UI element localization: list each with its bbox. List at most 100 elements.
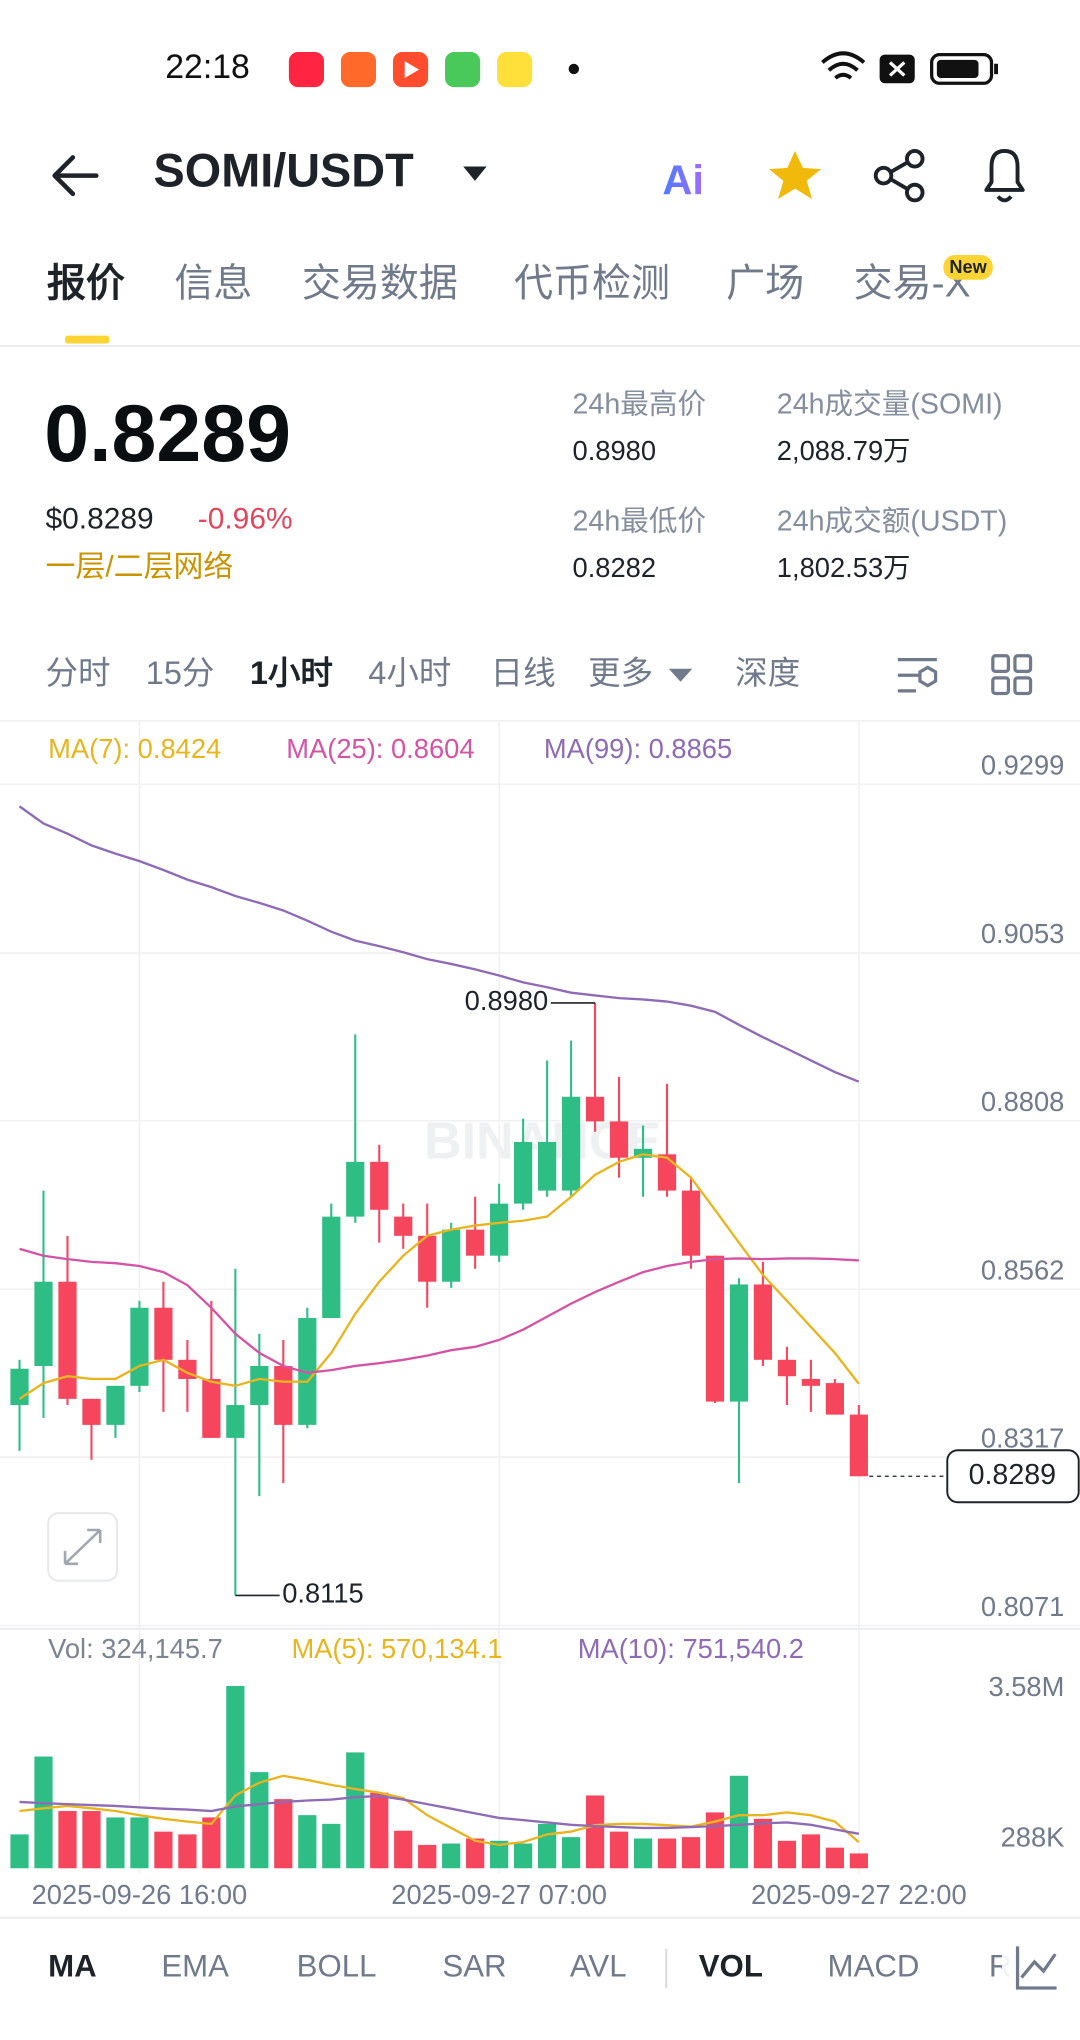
interval-tab[interactable]: 深度 xyxy=(735,655,800,691)
volume-ma-line xyxy=(19,1794,860,1835)
interval-tab[interactable]: 更多 xyxy=(588,655,653,691)
indicator-tab[interactable]: BOLL xyxy=(297,1949,377,1984)
tab[interactable]: 广场 xyxy=(726,263,804,306)
price-change: -0.96% xyxy=(198,502,293,535)
interval-tab[interactable]: 1小时 xyxy=(250,655,333,691)
interval-tab[interactable]: 日线 xyxy=(491,655,556,691)
more-caret[interactable] xyxy=(668,668,693,682)
candle-body xyxy=(514,1141,533,1204)
candle-body xyxy=(442,1229,461,1282)
volume-bar xyxy=(154,1831,173,1869)
last-price-box xyxy=(946,1449,1080,1504)
volume-tick-label: 3.58M xyxy=(988,1671,1064,1702)
back-button[interactable] xyxy=(52,155,99,197)
usd-price: $0.8289 xyxy=(46,502,154,535)
interval-tab[interactable]: 分时 xyxy=(46,655,111,691)
candle-body xyxy=(705,1255,725,1402)
layout-button[interactable] xyxy=(991,654,1033,696)
candle-body xyxy=(34,1281,53,1366)
volume-bar xyxy=(825,1847,844,1869)
pair-dropdown[interactable] xyxy=(463,166,487,181)
interval-tab[interactable]: 15分 xyxy=(146,655,215,691)
volume-bar xyxy=(130,1817,149,1869)
candle-body xyxy=(346,1161,365,1217)
last-price: 0.8289 xyxy=(44,389,291,479)
chart-settings-button[interactable] xyxy=(897,657,938,693)
candle-body xyxy=(250,1365,269,1406)
stat-value: 0.8282 xyxy=(573,552,657,583)
volume-legend: Vol: 324,145.7 xyxy=(48,1633,223,1664)
ma-line xyxy=(18,1153,860,1400)
chart-type-button[interactable] xyxy=(1015,1946,1057,1990)
sector-tag[interactable]: 一层/二层网络 xyxy=(46,550,234,583)
indicator-tab[interactable]: MA xyxy=(48,1949,97,1984)
stats: 24h最高价 0.8980 24h成交量(SOMI) 2,088.79万 24h最低价 0… xyxy=(573,388,1008,583)
indicator-tab[interactable]: SAR xyxy=(442,1949,506,1984)
volume-bar xyxy=(418,1844,437,1869)
volume-bar xyxy=(633,1838,653,1869)
indicator-tab[interactable]: EMA xyxy=(161,1949,229,1984)
volume-bar xyxy=(226,1686,245,1869)
candle-body xyxy=(10,1368,29,1406)
y-tick-label: 0.9053 xyxy=(981,918,1065,949)
volume-bar xyxy=(82,1811,101,1869)
y-tick-label: 0.8562 xyxy=(981,1255,1065,1286)
candle-body xyxy=(466,1229,485,1256)
y-tick-label: 0.9299 xyxy=(981,750,1065,781)
tab[interactable]: 交易数据 xyxy=(302,263,458,306)
volume-bar xyxy=(777,1840,797,1869)
volume-bar xyxy=(10,1834,29,1869)
stat-value: 0.8980 xyxy=(573,435,657,466)
x-tick-label: 2025-09-26 16:00 xyxy=(32,1879,248,1910)
status-time: 22:18 xyxy=(165,48,250,86)
last-price-label: 0.8289 xyxy=(969,1459,1057,1491)
candle-body xyxy=(370,1161,389,1210)
indicator-tab[interactable]: AVL xyxy=(570,1949,627,1984)
candle-body xyxy=(82,1398,101,1425)
favorite-button[interactable] xyxy=(769,150,822,200)
legend-entry: MA(10): 751,540.2 xyxy=(578,1633,804,1664)
indicator-bar: MA EMA BOLL SAR AVL VOL MACD R xyxy=(48,1949,1011,1984)
volume-bar xyxy=(561,1837,581,1869)
candle-body xyxy=(609,1121,629,1158)
high-label: 0.8980 xyxy=(465,985,549,1016)
interval-tab[interactable]: 4小时 xyxy=(368,655,451,691)
candle-body xyxy=(537,1141,557,1191)
volume-bar xyxy=(442,1843,461,1869)
low-label: 0.8115 xyxy=(282,1578,364,1609)
candle-body xyxy=(681,1190,701,1256)
alert-button[interactable] xyxy=(984,148,1025,203)
ai-button[interactable]: Ai xyxy=(662,156,704,203)
candle-body xyxy=(394,1216,413,1236)
expand-button[interactable] xyxy=(47,1512,119,1582)
stat-label: 24h成交额(USDT) xyxy=(777,506,1008,538)
candle-body xyxy=(777,1359,797,1377)
indicator-tab[interactable]: VOL xyxy=(699,1949,763,1984)
tab[interactable]: 报价 xyxy=(47,263,125,306)
indicator-tab[interactable]: MACD xyxy=(828,1949,920,1984)
candle-body xyxy=(729,1284,749,1402)
status-system-icons xyxy=(821,51,999,85)
candle-body xyxy=(274,1365,293,1425)
candle-body xyxy=(561,1096,581,1191)
ma-line xyxy=(18,805,860,1083)
pair-title[interactable]: SOMI/USDT xyxy=(154,145,415,197)
candle-body xyxy=(130,1307,149,1386)
volume-bar xyxy=(250,1772,269,1869)
kline-chart: 0.9299 0.9053 0.8808 0.8562 0.8317 0.8071 2025… xyxy=(0,722,1080,1910)
interval-bar: 分时 15分 1小时 4小时 日线 更多 深度 xyxy=(46,655,801,691)
volume-bar xyxy=(106,1817,125,1869)
tab[interactable]: 信息 xyxy=(174,263,252,306)
candle-body xyxy=(849,1414,868,1477)
volume-bar xyxy=(490,1840,509,1869)
candle-body xyxy=(58,1281,77,1399)
volume-bar xyxy=(609,1831,629,1869)
volume-bar xyxy=(729,1775,749,1869)
legend-entry: MA(99): 0.8865 xyxy=(544,733,732,764)
legend-entry: MA(25): 0.8604 xyxy=(286,733,474,764)
candle-body xyxy=(322,1216,341,1319)
volume-bar xyxy=(34,1756,53,1869)
tab[interactable]: 代币检测 xyxy=(514,263,670,306)
share-button[interactable] xyxy=(873,148,925,203)
